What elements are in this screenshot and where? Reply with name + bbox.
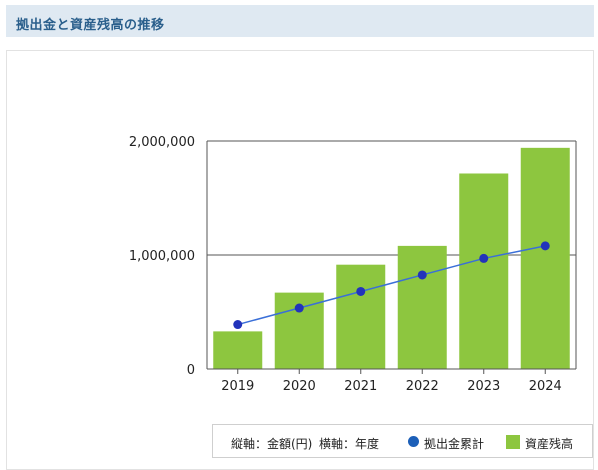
bar-2019 <box>213 331 263 369</box>
line-series-path <box>237 245 546 326</box>
bar-2023 <box>459 173 509 369</box>
bar-2021 <box>336 264 386 369</box>
y-tick-label: 1,000,000 <box>129 249 195 264</box>
legend-line-marker-icon <box>408 436 419 447</box>
chart-legend: 縦軸：金額(円) 横軸：年度 拠出金累計 資産残高 <box>212 424 593 458</box>
bar-2022 <box>397 245 447 369</box>
y-tick-label: 2,000,000 <box>129 135 195 150</box>
line-point-2021 <box>356 286 366 296</box>
bar-2024 <box>520 147 570 369</box>
x-tick-label: 2024 <box>529 379 562 394</box>
section-header: 拠出金と資産残高の推移 <box>6 5 594 37</box>
x-tick-label: 2022 <box>406 379 439 394</box>
x-tick-label: 2019 <box>221 379 254 394</box>
line-point-2020 <box>294 303 304 313</box>
line-point-2023 <box>479 253 489 263</box>
x-tick-label: 2021 <box>344 379 377 394</box>
x-tick-label: 2023 <box>467 379 500 394</box>
chart: 0 1,000,000 2,000,000 2019 2020 2021 2022 2023 2… <box>129 135 577 394</box>
line-point-2022 <box>417 270 427 280</box>
legend-line-series-label: 拠出金累計 <box>424 437 485 451</box>
legend-bar-series-label: 資産残高 <box>525 437 574 451</box>
line-point-2024 <box>540 241 550 251</box>
legend-horizontal-axis: 横軸：年度 <box>319 437 380 451</box>
line-point-2019 <box>233 320 243 330</box>
y-tick-label: 0 <box>187 363 195 378</box>
legend-vertical-axis: 縦軸：金額(円) <box>231 437 313 451</box>
legend-bar-swatch-icon <box>506 435 520 449</box>
section-title: 拠出金と資産残高の推移 <box>16 18 165 33</box>
x-tick-label: 2020 <box>283 379 316 394</box>
